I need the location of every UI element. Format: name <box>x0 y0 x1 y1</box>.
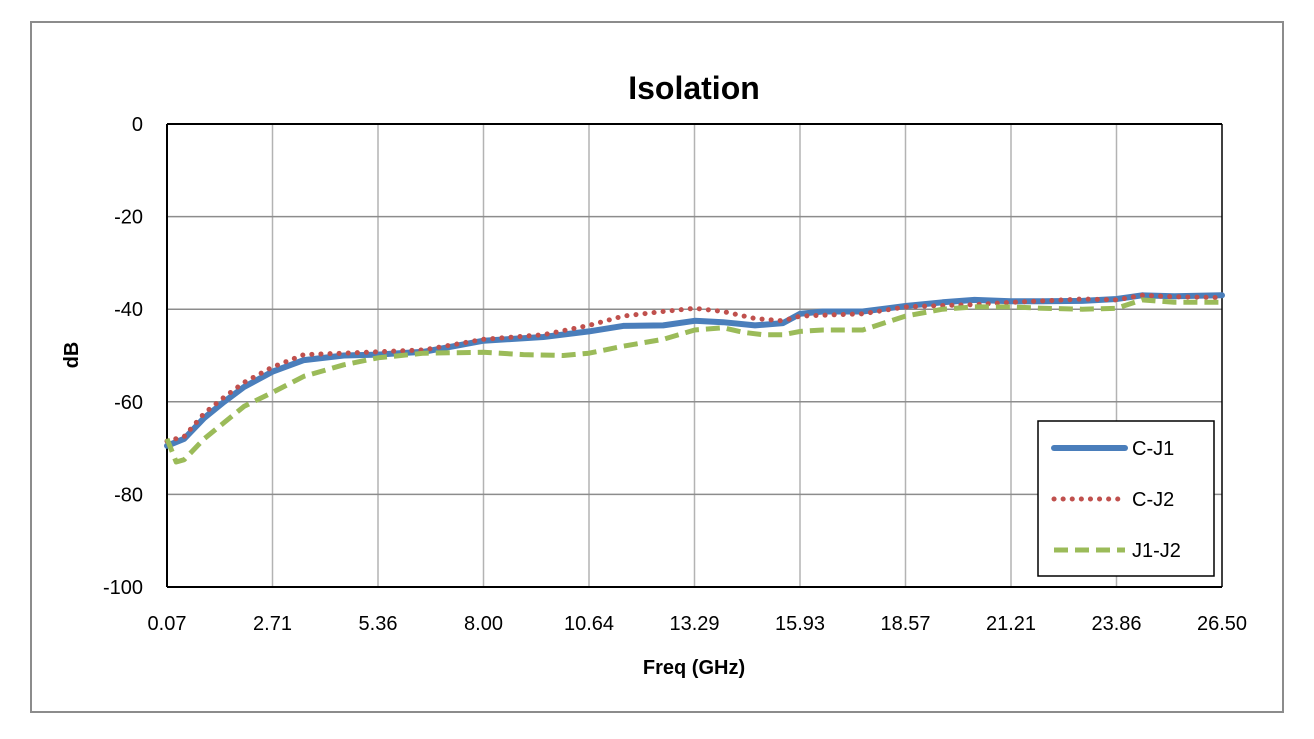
isolation-chart: Isolation 0.07 2.71 5.36 8.00 10.64 13.29 15.9… <box>61 70 1247 679</box>
x-tick-label: 5.36 <box>359 613 398 635</box>
series-lines <box>164 292 1225 465</box>
y-tick-label: -40 <box>114 299 143 321</box>
y-tick-label: -100 <box>103 577 143 599</box>
x-axis-label: Freq (GHz) <box>643 657 745 679</box>
y-tick-label: 0 <box>132 114 143 136</box>
x-tick-label: 0.07 <box>148 613 187 635</box>
x-tick-label: 21.21 <box>986 613 1036 635</box>
legend: C-J1 C-J2 J1-J2 <box>1037 420 1215 577</box>
x-tick-label: 26.50 <box>1197 613 1247 635</box>
series-line-c-j2 <box>164 292 1225 444</box>
y-tick-label: -80 <box>114 484 143 506</box>
legend-label-c-j1: C-J1 <box>1132 438 1174 460</box>
series-line-j1-j2 <box>164 297 1222 465</box>
y-tick-label: -60 <box>114 392 143 414</box>
x-tick-label: 23.86 <box>1091 613 1141 635</box>
x-tick-label: 8.00 <box>464 613 503 635</box>
x-tick-label: 2.71 <box>253 613 292 635</box>
x-tick-label: 15.93 <box>775 613 825 635</box>
chart-title: Isolation <box>628 70 760 106</box>
legend-label-j1-j2: J1-J2 <box>1132 540 1181 562</box>
x-tick-label: 13.29 <box>669 613 719 635</box>
tick-labels: 0.07 2.71 5.36 8.00 10.64 13.29 15.93 18.57 21.2… <box>103 114 1247 635</box>
x-tick-label: 10.64 <box>564 613 614 635</box>
chart-frame: Isolation 0.07 2.71 5.36 8.00 10.64 13.29 15.9… <box>30 21 1284 713</box>
y-axis-label: dB <box>61 342 83 369</box>
axes <box>166 124 1223 588</box>
x-tick-label: 18.57 <box>880 613 930 635</box>
y-tick-label: -20 <box>114 207 143 229</box>
series-line-c-j1 <box>164 292 1225 449</box>
legend-label-c-j2: C-J2 <box>1132 489 1174 511</box>
